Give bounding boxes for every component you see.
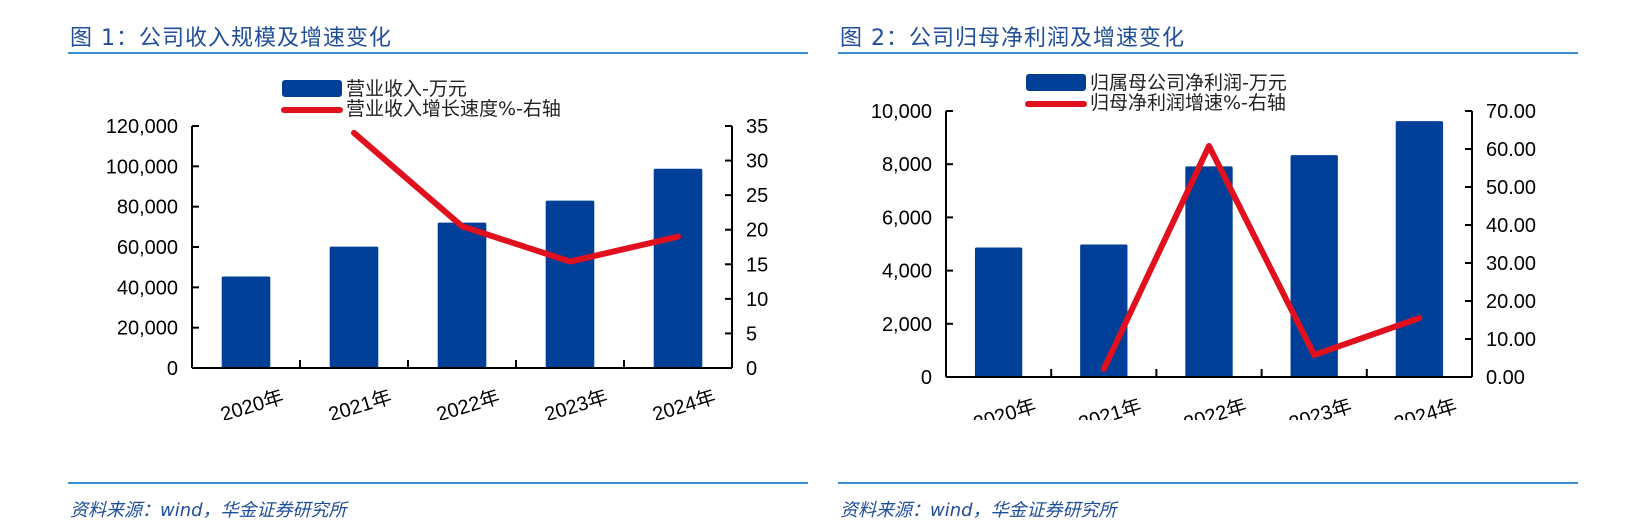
bar-2020年: [974, 247, 1023, 377]
source-note: 资料来源：wind，华金证券研究所: [70, 500, 347, 521]
right-tick-label: 20.00: [1486, 291, 1536, 313]
left-tick-label: 6,000: [882, 207, 932, 229]
footer-rule: [68, 482, 808, 484]
right-tick-label: 30: [746, 151, 768, 173]
right-tick-label: 35: [746, 116, 768, 138]
left-tick-label: 0: [921, 367, 932, 389]
figure-1: 图 1：公司收入规模及增速变化 营业收入-万元 营业收入增长速度%-右轴 0 20,0…: [68, 0, 808, 530]
right-tick-label: 20: [746, 220, 768, 242]
legend-bar-swatch: [282, 80, 342, 97]
figure-title: 图 1：公司收入规模及增速变化: [70, 26, 392, 51]
left-tick-label: 2,000: [882, 314, 932, 336]
bar-2022年: [1185, 166, 1233, 377]
bar-2020年: [221, 276, 271, 368]
right-tick-label: 15: [746, 254, 768, 276]
x-category-label: 2022年: [1181, 394, 1249, 420]
bar-2024年: [1395, 121, 1444, 377]
x-category-label: 2024年: [1391, 394, 1459, 420]
right-tick-label: 5: [746, 323, 757, 345]
x-category-label: 2023年: [1286, 394, 1354, 420]
footer-rule: [838, 482, 1578, 484]
x-category-label: 2020年: [218, 385, 286, 420]
left-tick-label: 0: [167, 358, 178, 380]
x-category-label: 2023年: [542, 385, 610, 420]
left-tick-label: 60,000: [117, 237, 178, 259]
figure-title: 图 2：公司归母净利润及增速变化: [840, 26, 1185, 51]
left-tick-label: 40,000: [117, 277, 178, 299]
header-rule: [68, 52, 808, 54]
right-tick-label: 0: [746, 358, 757, 380]
right-tick-label: 10.00: [1486, 329, 1536, 351]
x-category-label: 2024年: [650, 385, 718, 420]
header-rule: [838, 52, 1578, 54]
bar-2023年: [545, 200, 595, 368]
legend-label: 归属母公司净利润-万元: [1090, 72, 1287, 94]
left-tick-label: 8,000: [882, 154, 932, 176]
legend-label: 营业收入-万元: [346, 78, 467, 100]
bar-2022年: [437, 222, 487, 368]
left-tick-label: 100,000: [106, 156, 178, 178]
left-tick-label: 4,000: [882, 261, 932, 283]
right-tick-label: 10: [746, 289, 768, 311]
growth-line: [351, 129, 681, 265]
legend-bar-swatch: [1026, 74, 1086, 91]
growth-line: [1100, 142, 1423, 373]
bar-2021年: [329, 246, 379, 368]
right-tick-label: 40.00: [1486, 215, 1536, 237]
right-tick-label: 50.00: [1486, 177, 1536, 199]
right-tick-label: 70.00: [1486, 101, 1536, 123]
right-tick-label: 30.00: [1486, 253, 1536, 275]
x-category-label: 2021年: [326, 385, 394, 420]
bar-2023年: [1290, 155, 1338, 377]
left-tick-label: 20,000: [117, 318, 178, 340]
legend-label: 营业收入增长速度%-右轴: [346, 98, 561, 120]
legend-label: 归母净利润增速%-右轴: [1090, 92, 1286, 114]
source-note: 资料来源：wind，华金证券研究所: [840, 500, 1117, 521]
x-category-label: 2021年: [1076, 394, 1144, 420]
x-category-label: 2020年: [970, 394, 1038, 420]
figure-2: 图 2：公司归母净利润及增速变化 归属母公司净利润-万元 归母净利润增速%-右轴 0…: [838, 0, 1578, 530]
right-tick-label: 60.00: [1486, 139, 1536, 161]
bar-2021年: [1080, 244, 1128, 377]
x-category-label: 2022年: [434, 385, 502, 420]
left-tick-label: 120,000: [106, 116, 178, 138]
bar-2024年: [653, 168, 703, 368]
left-tick-label: 10,000: [871, 101, 932, 123]
left-tick-label: 80,000: [117, 197, 178, 219]
right-tick-label: 25: [746, 185, 768, 207]
right-tick-label: 0.00: [1486, 367, 1525, 389]
